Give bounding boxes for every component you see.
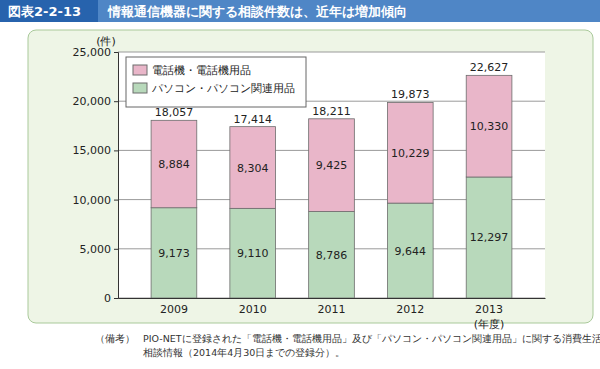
x-tick: 2009 [160, 298, 188, 316]
note-line: PIO-NETに登録された「電話機・電話機用品」及び「パソコン・パソコン関連用品… [143, 333, 600, 344]
x-tick-label: 2011 [318, 303, 346, 316]
y-tick-mark [114, 150, 118, 151]
y-tick-mark [114, 298, 118, 299]
y-tick-mark [114, 101, 118, 102]
legend-swatch [133, 65, 147, 75]
y-tick-mark [114, 52, 118, 53]
bar-segment [230, 127, 276, 209]
note: （備考） PIO-NETに登録された「電話機・電話機用品」及び「パソコン・パソコン… [95, 333, 600, 358]
legend-swatch [133, 83, 147, 93]
plot-area [118, 52, 545, 298]
total-label: 19,873 [391, 88, 430, 101]
note-line: 相談情報（2014年4月30日までの登録分）。 [143, 347, 345, 358]
y-tick-mark [114, 249, 118, 250]
bar-segment [151, 120, 197, 207]
x-tick: 2011 [318, 298, 346, 316]
y-tick-label: 0 [104, 292, 111, 305]
legend-label: パソコン・パソコン関連用品 [151, 82, 295, 95]
x-tick-label: 2010 [239, 303, 267, 316]
data-label: 10,229 [391, 147, 430, 160]
legend-box [126, 57, 306, 107]
grid-line [118, 52, 545, 53]
x-tick-label: 2009 [160, 303, 188, 316]
bar-segment [309, 212, 355, 298]
chart: 図表2-2-13 情報通信機器に関する相談件数は、近年は増加傾向 9,173 9,11… [0, 0, 600, 369]
total-label: 22,627 [470, 61, 509, 74]
x-axis: 2009 2010 2011 2012 2013 [119, 298, 546, 316]
y-tick-mark [114, 200, 118, 201]
title: 情報通信機器に関する相談件数は、近年は増加傾向 [107, 4, 407, 19]
panel [28, 30, 593, 323]
bar-segment [230, 208, 276, 298]
data-label: 8,786 [316, 249, 348, 262]
y-tick-label: 10,000 [73, 194, 112, 207]
bar-segment [466, 75, 512, 177]
legend: 電話機・電話機用品パソコン・パソコン関連用品 [126, 57, 306, 107]
data-label: 9,110 [237, 247, 269, 260]
data-label: 9,425 [316, 159, 348, 172]
grid [118, 52, 545, 298]
y-tick-label: 15,000 [73, 144, 112, 157]
x-tick: 2010 [239, 298, 267, 316]
legend-label: 電話機・電話機用品 [152, 64, 251, 77]
x-axis-line [119, 298, 546, 299]
x-tick-label: 2012 [396, 303, 424, 316]
y-axis: 05,00010,00015,00020,00025,000 [73, 46, 119, 305]
header-bar [0, 0, 600, 22]
data-label: 9,644 [395, 245, 427, 258]
y-tick: 20,000 [73, 95, 119, 108]
total-label: 18,057 [155, 106, 194, 119]
y-tick: 5,000 [80, 243, 119, 256]
data-label: 8,884 [158, 158, 190, 171]
y-tick-label: 5,000 [80, 243, 112, 256]
x-axis-title: (年度) [474, 318, 505, 331]
x-tick: 2012 [396, 298, 424, 316]
bars [151, 75, 512, 298]
bar-segment [466, 177, 512, 298]
total-label: 17,414 [233, 113, 272, 126]
y-tick: 10,000 [73, 194, 119, 207]
bar-segment [387, 102, 433, 203]
bar-segment [309, 119, 355, 212]
x-tick-label: 2013 [475, 303, 503, 316]
data-label: 8,304 [237, 162, 269, 175]
bar-segment [387, 203, 433, 298]
data-label: 10,330 [470, 120, 509, 133]
y-tick-label: 20,000 [73, 95, 112, 108]
header-label-box [0, 0, 98, 22]
data-label: 9,173 [158, 247, 190, 260]
figure-label: 図表2-2-13 [8, 4, 81, 19]
note-line: （備考） [95, 333, 135, 344]
x-tick: 2013 [475, 298, 503, 316]
y-tick: 15,000 [73, 144, 119, 157]
data-label: 12,297 [470, 231, 509, 244]
y-axis-line [114, 53, 119, 299]
y-axis-title: (件) [96, 35, 116, 48]
y-tick: 0 [104, 292, 118, 305]
total-label: 18,211 [312, 105, 351, 118]
bar-segment [151, 208, 197, 298]
